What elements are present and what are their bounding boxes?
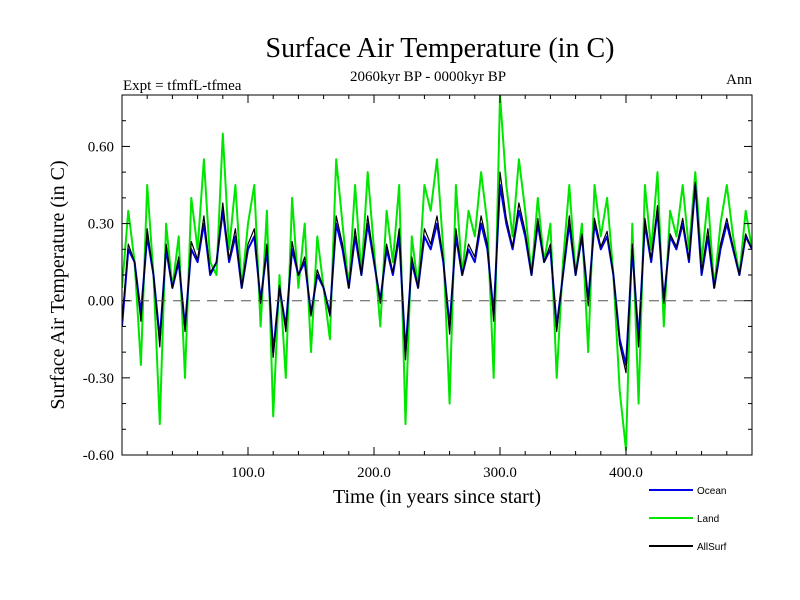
x-axis-label: Time (in years since start) [333,486,541,508]
series-line-allsurf [122,171,752,374]
y-tick-label: -0.60 [83,448,114,464]
x-tick-label: 400.0 [609,465,643,481]
y-tick-label: -0.30 [83,371,114,387]
y-tick-label: 0.30 [88,217,114,233]
legend-label-allsurf: AllSurf [697,542,727,553]
series-line-land [122,95,752,451]
legend-label-ocean: Ocean [697,486,726,497]
legend: Ocean Land AllSurf [649,486,727,553]
experiment-label: Expt = tfmfL-tfmea [123,78,242,94]
y-tick-label: 0.00 [88,294,114,310]
chart-subtitle: 2060kyr BP - 0000kyr BP [350,69,506,85]
legend-label-land: Land [697,514,719,525]
y-axis: -0.60 -0.30 0.00 0.30 0.60 [83,94,752,464]
y-axis-label: Surface Air Temperature (in C) [47,160,69,409]
series-layer [122,95,752,451]
x-tick-label: 200.0 [357,465,391,481]
season-label: Ann [726,72,752,88]
chart-title: Surface Air Temperature (in C) [266,33,615,64]
x-tick-label: 100.0 [231,465,265,481]
y-tick-label: 0.60 [88,139,114,155]
x-tick-label: 300.0 [483,465,517,481]
x-axis: 100.0 200.0 300.0 400.0 [146,95,728,481]
